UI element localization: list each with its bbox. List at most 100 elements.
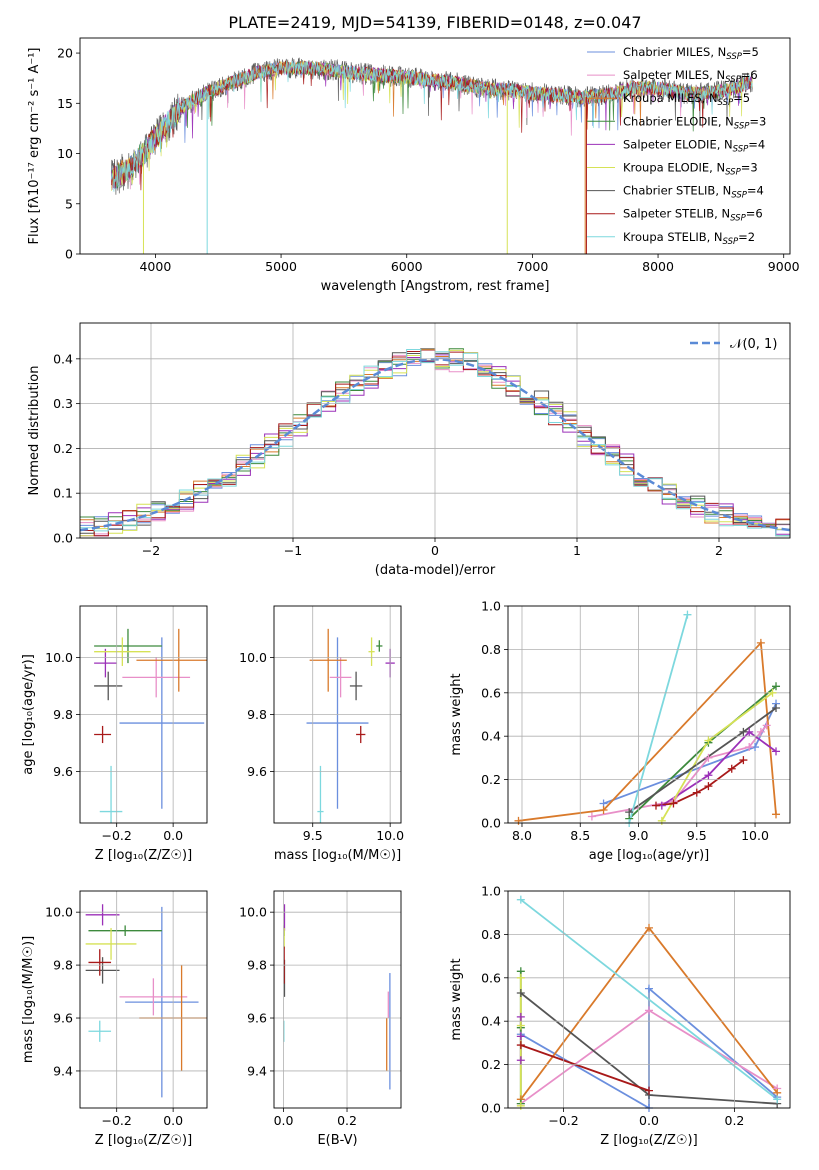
data-point-marker (516, 1101, 525, 1110)
data-point-marker (762, 721, 771, 730)
x-tick-label: 8.5 (570, 828, 590, 843)
legend-entry: Kroupa STELIB, NSSP=2 (623, 230, 755, 247)
y-tick-label: 0.4 (481, 1014, 501, 1029)
x-tick-label: 0.0 (274, 1113, 294, 1128)
data-point-marker (645, 923, 653, 932)
y-tick-label: 1.0 (481, 884, 501, 899)
x-tick-label: 1 (573, 543, 581, 558)
axes-frame (507, 890, 791, 1109)
y-tick-label: 10.0 (239, 905, 267, 920)
x-axis-label: mass [log₁₀(M/M☉)] (274, 848, 401, 863)
data-point-marker (727, 764, 736, 773)
data-point-marker (516, 1032, 525, 1041)
y-tick-label: 0.2 (481, 772, 501, 787)
data-point-marker (704, 753, 713, 762)
legend-entry: Salpeter MILES, NSSP=6 (623, 68, 758, 85)
data-point-marker (773, 1095, 782, 1104)
data-point-marker (704, 771, 713, 780)
y-tick-label: 9.8 (247, 958, 267, 973)
y-tick-label: 9.4 (247, 1063, 267, 1078)
panel-mass-vs-ebv: 0.0 0.2 9.4 9.6 9.8 10.0 E(B-V) (239, 890, 402, 1148)
axes-frame (79, 37, 791, 255)
series-line (518, 640, 777, 822)
x-tick-label: −0.2 (548, 1113, 578, 1128)
y-tick-label: 9.8 (53, 958, 73, 973)
y-tick-label: 0.0 (481, 816, 501, 831)
panel-mass-vs-Z: −0.2 0.0 9.4 9.6 9.8 10.0 Z [log₁₀(Z/Z☉)] mass … (21, 890, 208, 1148)
plot-area (283, 904, 391, 1090)
data-point-marker (516, 1041, 525, 1050)
data-point-marker (756, 727, 765, 736)
data-point-marker (692, 788, 701, 797)
x-tick-label: 9.0 (629, 828, 649, 843)
x-axis-label: (data-model)/error (375, 563, 496, 578)
x-tick-label: 0.0 (163, 1113, 183, 1128)
series-line (520, 1044, 650, 1092)
legend-entry: Salpeter ELODIE, NSSP=4 (623, 137, 765, 154)
y-axis-label: mass [log₁₀(M/M☉)] (21, 936, 36, 1063)
legend-entry: Chabrier ELODIE, NSSP=3 (623, 114, 766, 131)
y-tick-label: 0.6 (481, 970, 501, 985)
data-point-marker (625, 808, 634, 817)
y-tick-label: 15 (57, 96, 73, 111)
legend-entry: Kroupa ELODIE, NSSP=3 (623, 161, 758, 178)
data-point-marker (669, 799, 678, 808)
x-tick-label: 9.5 (303, 828, 323, 843)
x-tick-label: 0.0 (639, 1113, 659, 1128)
y-tick-label: 9.6 (53, 764, 73, 779)
legend-entry: Salpeter STELIB, NSSP=6 (623, 207, 763, 224)
x-axis-label: Z [log₁₀(Z/Z☉)] (600, 1133, 697, 1148)
x-tick-label: 2 (715, 543, 723, 558)
y-tick-label: 9.6 (247, 1011, 267, 1026)
y-axis-label: age [log₁₀(age/yr)] (21, 654, 36, 775)
y-tick-label: 0.0 (53, 531, 73, 546)
data-point-marker (514, 816, 523, 825)
legend-entry: Kroupa MILES, NSSP=5 (623, 91, 750, 108)
y-tick-label: 0.8 (481, 642, 501, 657)
data-point-marker (756, 638, 765, 647)
data-point-marker (599, 805, 608, 814)
data-point-marker (516, 973, 525, 982)
axes-frame (507, 605, 791, 824)
data-point-marker (772, 747, 781, 756)
legend-entry: 𝒩(0, 1) (730, 337, 777, 352)
y-tick-label: 5 (65, 196, 73, 211)
y-tick-label: 9.8 (53, 707, 73, 722)
x-axis-label: age [log₁₀(age/yr)] (589, 848, 710, 863)
axes-frame (79, 890, 208, 1109)
x-tick-label: −2 (142, 543, 160, 558)
data-point-marker (704, 782, 713, 791)
data-point-marker (739, 727, 748, 736)
axes-frame (273, 890, 402, 1109)
y-tick-label: 10.0 (45, 905, 73, 920)
y-tick-label: 0.6 (481, 685, 501, 700)
x-tick-label: −0.2 (102, 828, 132, 843)
y-axis-label: Normed distribution (27, 366, 42, 496)
data-point-marker (516, 895, 525, 904)
x-tick-label: 0.2 (337, 1113, 357, 1128)
y-tick-label: 0.4 (53, 351, 73, 366)
y-tick-label: 0.2 (481, 1057, 501, 1072)
data-point-marker (704, 736, 713, 745)
y-tick-label: 20 (57, 46, 73, 61)
x-tick-label: 9.5 (687, 828, 707, 843)
y-tick-label: 0.8 (481, 927, 501, 942)
x-axis-label: wavelength [Angstrom, rest frame] (321, 279, 550, 294)
data-point-marker (739, 756, 748, 765)
plot-area (85, 904, 207, 1098)
data-point-marker (683, 610, 692, 619)
x-tick-label: −1 (284, 543, 302, 558)
y-axis-label: mass weight (449, 958, 464, 1040)
series-line (661, 730, 777, 807)
data-point-marker (772, 703, 781, 712)
plot-area (94, 628, 207, 823)
y-tick-label: 9.4 (53, 1063, 73, 1078)
axes-frame (79, 605, 208, 824)
data-point-marker (645, 984, 653, 993)
spectrum-line (111, 60, 753, 191)
panel-spectrum: 4000 5000 6000 7000 8000 9000 0 5 10 15 20 waveleng… (27, 13, 800, 294)
chart-title: PLATE=2419, MJD=54139, FIBERID=0148, z=0… (228, 13, 641, 32)
data-point-marker (772, 682, 781, 691)
axes-frame (79, 322, 791, 539)
